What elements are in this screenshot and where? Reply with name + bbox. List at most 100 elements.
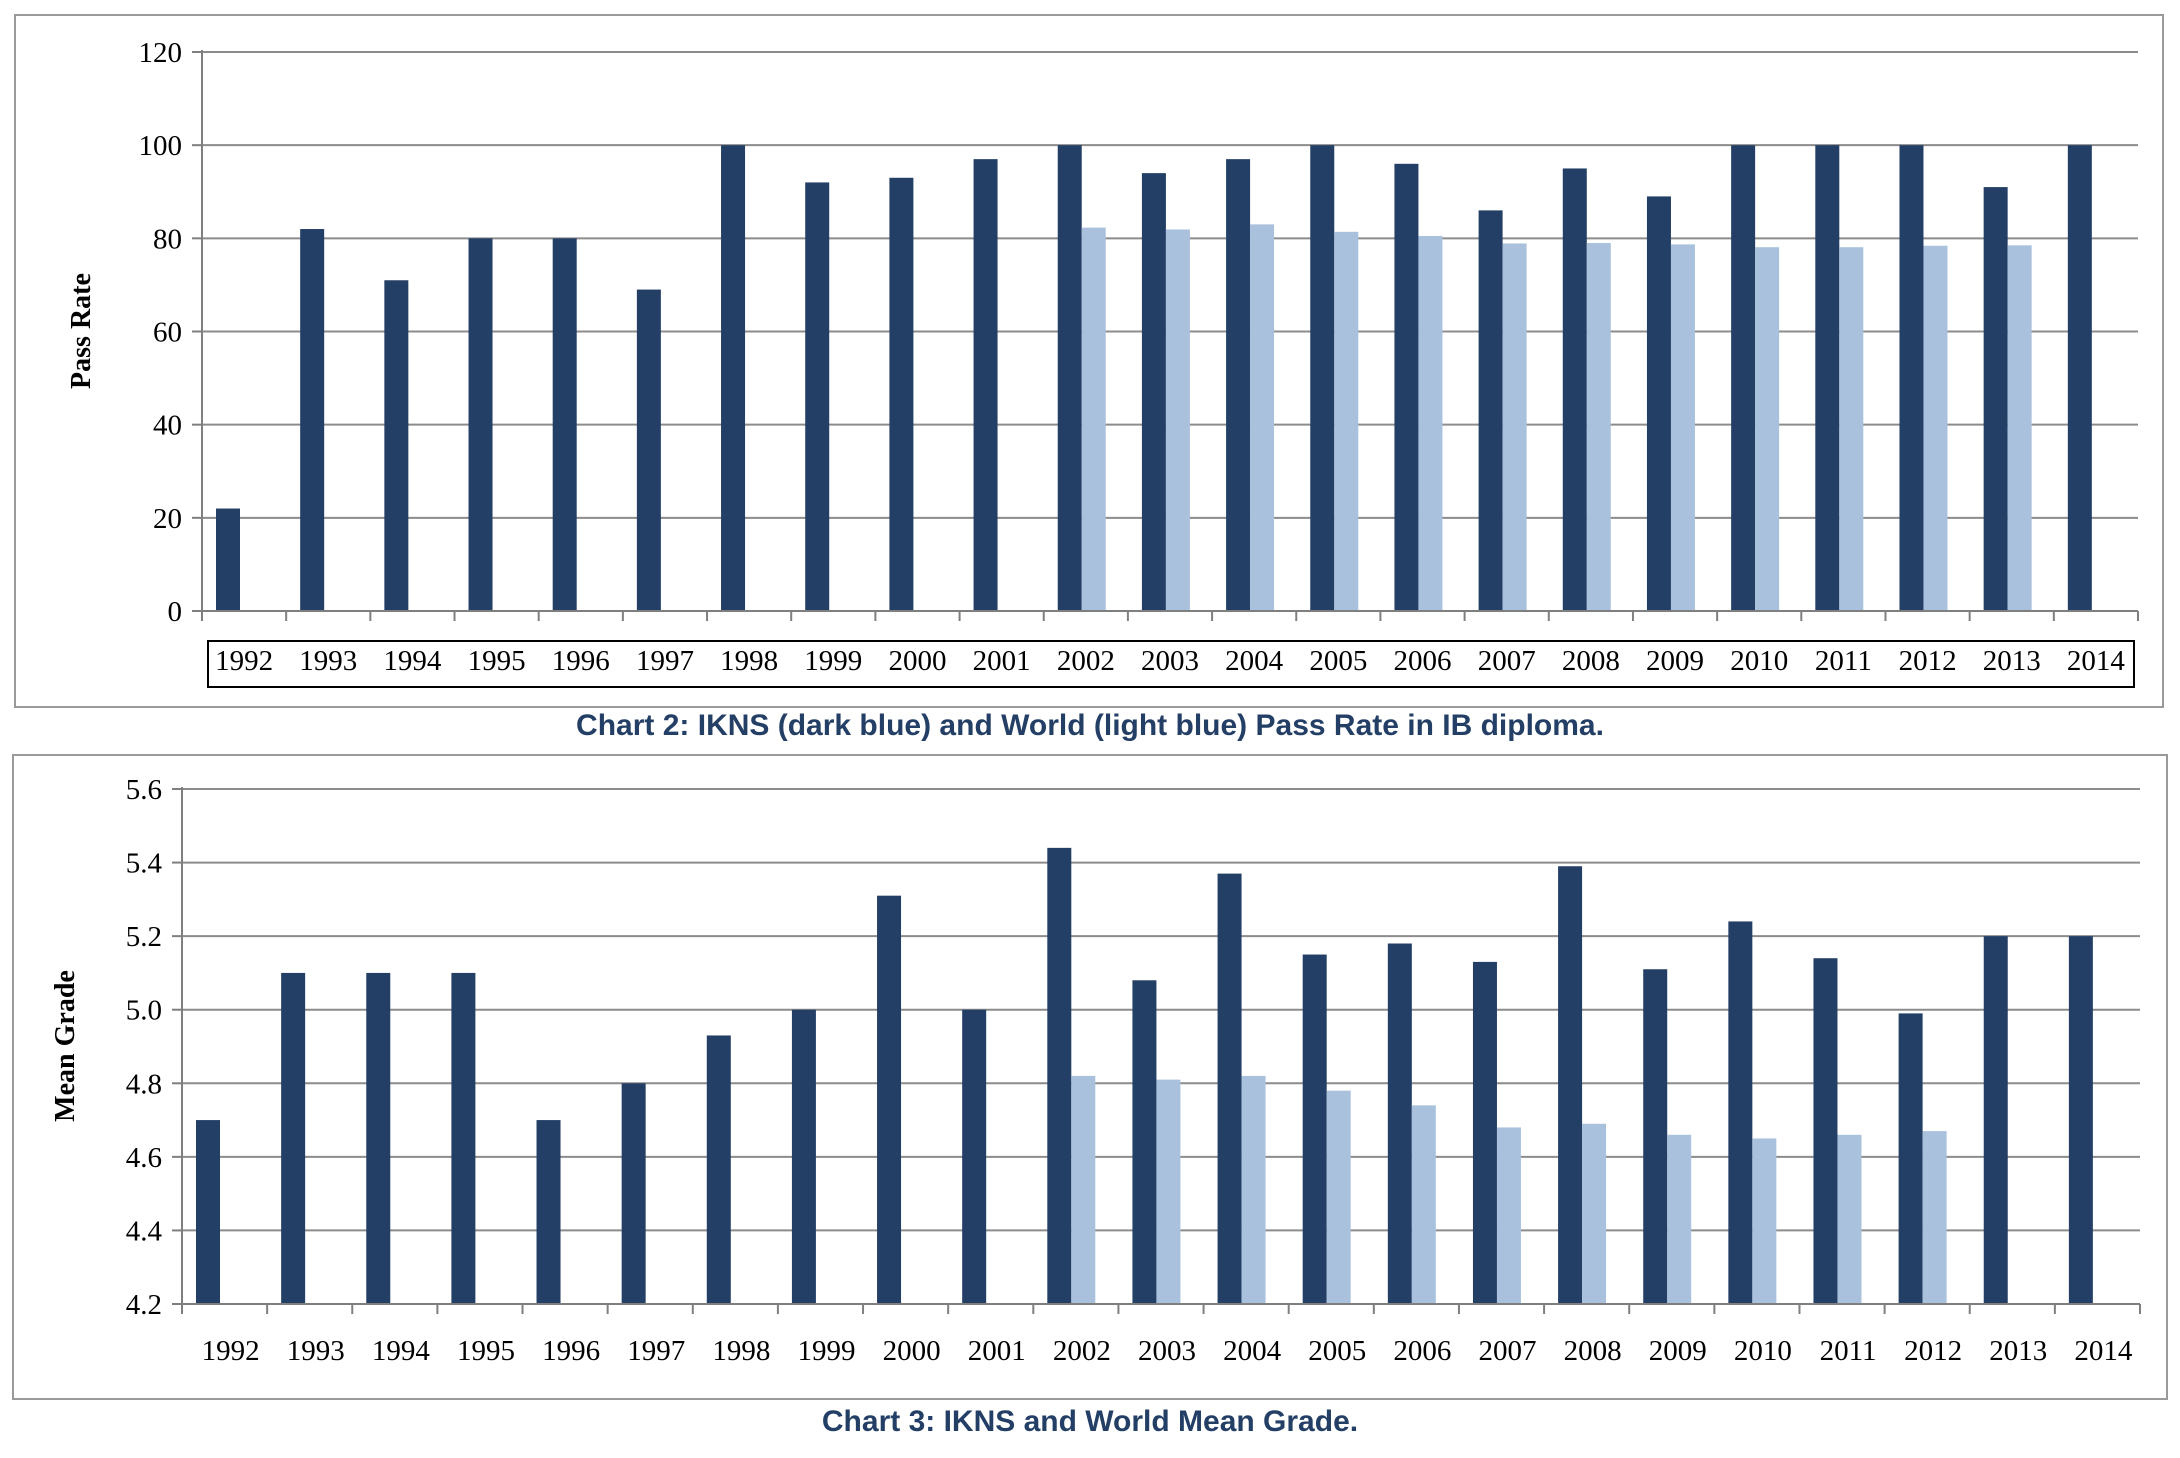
y-tick-label: 60 xyxy=(153,317,182,349)
x-tick-label: 2009 xyxy=(1649,1335,1707,1367)
ikns-bar-1999 xyxy=(791,1009,816,1304)
world-bar-2004 xyxy=(1241,1075,1266,1304)
ikns-bar-2006 xyxy=(1394,163,1419,612)
ikns-bar-2003 xyxy=(1132,980,1157,1304)
y-tick-label: 40 xyxy=(153,410,182,442)
world-bar-2006 xyxy=(1418,236,1443,612)
world-bar-2008 xyxy=(1586,242,1611,611)
y-tick-label: 4.4 xyxy=(126,1215,163,1247)
x-tick-label: 2002 xyxy=(1053,1335,1111,1367)
x-tick-label: 2011 xyxy=(1815,645,1872,677)
ikns-bar-2000 xyxy=(877,895,902,1304)
ikns-bar-2014 xyxy=(2068,936,2093,1304)
x-tick-label: 2002 xyxy=(1057,645,1115,677)
x-tick-label: 1993 xyxy=(287,1335,345,1367)
ikns-bar-1994 xyxy=(366,972,391,1304)
x-tick-label: 2003 xyxy=(1138,1335,1196,1367)
x-tick-label: 2003 xyxy=(1141,645,1199,677)
world-bar-2013 xyxy=(2007,245,2032,611)
x-tick-label: 1999 xyxy=(797,1335,855,1367)
x-tick-label: 2001 xyxy=(968,1335,1026,1367)
ikns-bar-2010 xyxy=(1728,921,1753,1304)
x-tick-label: 2001 xyxy=(973,645,1031,677)
x-tick-label: 1995 xyxy=(468,645,526,677)
x-label-box xyxy=(207,640,2135,688)
y-tick-label: 80 xyxy=(153,223,182,255)
ikns-bar-2007 xyxy=(1478,210,1503,611)
world-bar-2010 xyxy=(1755,247,1780,611)
y-tick-label: 4.2 xyxy=(126,1289,162,1321)
world-bar-2010 xyxy=(1752,1138,1777,1304)
y-tick-label: 5.2 xyxy=(126,921,162,953)
ikns-bar-1993 xyxy=(281,972,306,1304)
ikns-bar-2009 xyxy=(1646,196,1671,612)
y-tick-label: 5.0 xyxy=(126,995,162,1027)
ikns-bar-1997 xyxy=(636,289,661,611)
y-axis-title: Pass Rate xyxy=(66,273,97,389)
world-bar-2012 xyxy=(1922,1131,1947,1304)
world-bar-2009 xyxy=(1670,244,1695,611)
x-tick-label: 2012 xyxy=(1904,1335,1962,1367)
ikns-bar-2008 xyxy=(1562,168,1587,612)
x-tick-label: 1994 xyxy=(383,645,442,677)
x-tick-label: 2000 xyxy=(888,645,946,677)
ikns-bar-1996 xyxy=(552,238,577,612)
ikns-bar-1992 xyxy=(196,1120,220,1304)
world-bar-2002 xyxy=(1081,227,1106,611)
pass-rate-chart: 0 20 40 60 80 100 120 1992 1993 1994 1995 1996 1997 1… xyxy=(66,37,2139,688)
y-tick-label: 5.6 xyxy=(126,774,162,806)
ikns-bar-2013 xyxy=(1983,187,2008,611)
y-tick-label: 100 xyxy=(139,130,183,162)
x-tick-label: 2008 xyxy=(1564,1335,1622,1367)
x-tick-label: 2010 xyxy=(1734,1335,1792,1367)
ikns-bar-1995 xyxy=(468,238,493,612)
world-bar-2009 xyxy=(1667,1134,1692,1304)
x-tick-label: 1999 xyxy=(804,645,862,677)
x-tick-label: 2004 xyxy=(1225,645,1284,677)
world-bar-2003 xyxy=(1156,1079,1181,1304)
ikns-bar-2006 xyxy=(1387,943,1412,1304)
world-bar-2012 xyxy=(1923,245,1948,611)
x-tick-label: 2014 xyxy=(2067,645,2126,677)
x-tick-label: 1997 xyxy=(636,645,694,677)
ikns-bar-1994 xyxy=(384,280,409,611)
ikns-bar-2009 xyxy=(1643,969,1668,1304)
x-tick-label: 2007 xyxy=(1478,645,1536,677)
y-tick-label: 0 xyxy=(168,596,183,628)
ikns-bar-2012 xyxy=(1898,1013,1923,1304)
ikns-bar-2002 xyxy=(1047,847,1072,1304)
ikns-bar-1998 xyxy=(706,1035,731,1304)
x-tick-label: 1998 xyxy=(720,645,778,677)
world-bar-2006 xyxy=(1411,1105,1436,1304)
ikns-bar-2003 xyxy=(1141,173,1166,611)
mean-grade-chart: 4.2 4.4 4.6 4.8 5.0 5.2 5.4 5.6 1992 1993 1994 1995… xyxy=(50,774,2141,1367)
x-tick-label: 2005 xyxy=(1308,1335,1366,1367)
y-tick-label: 120 xyxy=(139,37,183,69)
world-bar-2004 xyxy=(1250,224,1275,611)
x-tick-label: 1995 xyxy=(457,1335,515,1367)
ikns-bar-2010 xyxy=(1731,145,1756,611)
ikns-bar-1999 xyxy=(805,182,830,611)
x-tick-label: 2004 xyxy=(1223,1335,1282,1367)
ikns-bar-2001 xyxy=(973,159,998,611)
x-tick-label: 2013 xyxy=(1983,645,2041,677)
pass-rate-chart-caption: Chart 2: IKNS (dark blue) and World (lig… xyxy=(576,709,1604,742)
ikns-bar-2005 xyxy=(1310,145,1335,611)
ikns-bar-2011 xyxy=(1813,958,1838,1304)
y-tick-label: 5.4 xyxy=(126,848,163,880)
mean-grade-chart-caption: Chart 3: IKNS and World Mean Grade. xyxy=(821,1405,1359,1438)
ikns-bar-2014 xyxy=(2067,145,2092,611)
x-tick-label: 2012 xyxy=(1899,645,1957,677)
ikns-bar-2013 xyxy=(1983,936,2008,1304)
ikns-bar-2005 xyxy=(1302,954,1327,1304)
ikns-bar-1996 xyxy=(536,1120,561,1304)
x-tick-label: 1992 xyxy=(202,1335,260,1367)
ikns-bar-2004 xyxy=(1217,873,1242,1304)
ikns-bar-2012 xyxy=(1899,145,1924,611)
x-tick-label: 1998 xyxy=(712,1335,770,1367)
x-tick-label: 2005 xyxy=(1309,645,1367,677)
x-tick-label: 2010 xyxy=(1730,645,1788,677)
ikns-bar-2008 xyxy=(1558,866,1583,1304)
ikns-bar-1998 xyxy=(721,145,746,611)
ikns-bar-1995 xyxy=(451,972,476,1304)
